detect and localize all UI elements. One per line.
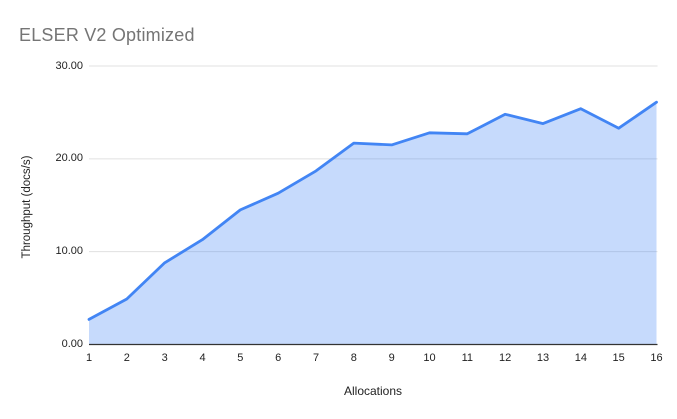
- x-tick-label: 11: [461, 352, 474, 364]
- x-tick-label: 14: [574, 352, 587, 364]
- y-tick-label: 30.00: [55, 59, 83, 72]
- chart-title: ELSER V2 Optimized: [19, 25, 195, 45]
- y-tick-label: 0.00: [61, 338, 83, 350]
- x-tick-label: 10: [423, 352, 436, 364]
- x-tick-label: 1: [85, 352, 93, 364]
- x-tick-label: 16: [650, 352, 663, 364]
- x-tick-label: 13: [536, 352, 550, 364]
- x-tick-label: 6: [275, 352, 282, 364]
- x-tick-label: 8: [350, 352, 357, 364]
- area-fill: [89, 102, 657, 345]
- y-tick-label: 10.00: [55, 245, 83, 258]
- x-tick-label: 7: [312, 352, 320, 364]
- x-axis-title: Allocations: [343, 384, 403, 398]
- x-tick-label: 2: [123, 352, 130, 364]
- x-tick-label: 15: [612, 352, 625, 364]
- series-line: [87, 100, 658, 321]
- x-tick-label: 4: [199, 352, 206, 364]
- x-tick-label: 3: [161, 352, 168, 364]
- x-tick-label: 9: [388, 352, 395, 364]
- y-tick-label: 20.00: [55, 152, 83, 165]
- x-tick-label: 5: [237, 352, 244, 364]
- area-series: [87, 100, 658, 345]
- y-axis-title: Throughput (docs/s): [21, 155, 33, 259]
- x-tick-label: 12: [499, 352, 512, 364]
